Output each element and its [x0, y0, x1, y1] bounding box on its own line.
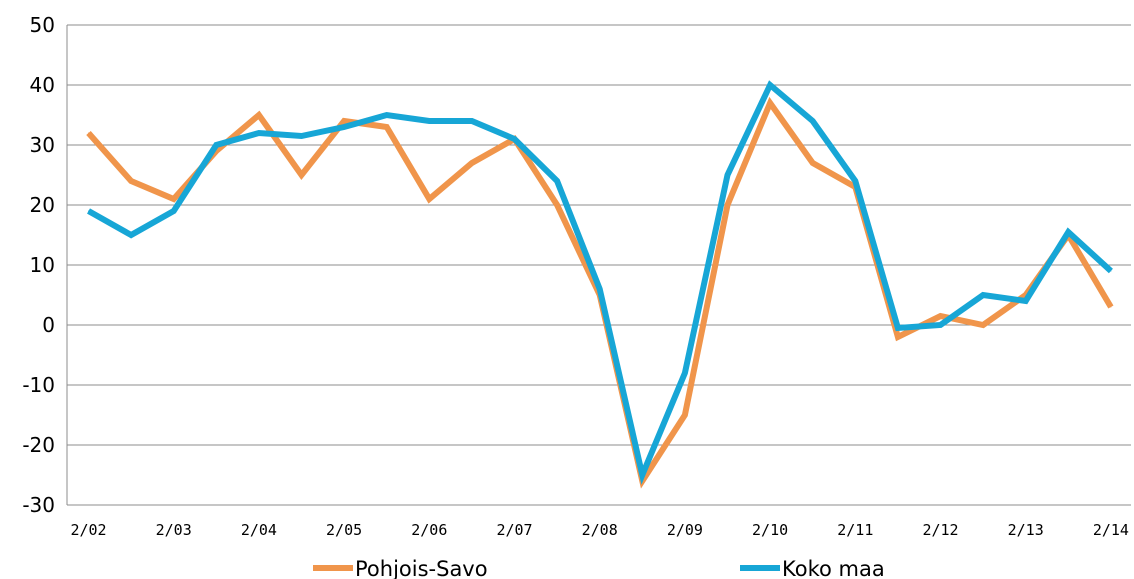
data-point [727, 204, 728, 206]
data-point [641, 474, 643, 476]
x-tick-label: 2/02 [70, 521, 106, 539]
data-point [1025, 300, 1027, 302]
data-point [1067, 231, 1069, 233]
x-tick-label: 2/03 [156, 521, 192, 539]
y-tick-label: 40 [30, 73, 55, 97]
data-point [854, 180, 856, 182]
data-point [940, 315, 941, 317]
data-point [258, 132, 260, 134]
data-point [727, 174, 728, 176]
x-tick-label: 2/05 [326, 521, 362, 539]
data-point [982, 294, 984, 296]
x-tick-label: 2/09 [667, 521, 703, 539]
y-tick-label: 30 [30, 133, 55, 157]
x-tick-label: 2/04 [241, 521, 277, 539]
data-point [471, 162, 473, 164]
data-point [88, 132, 89, 134]
series-lines [86, 80, 1114, 489]
data-point [556, 204, 558, 206]
data-point [599, 288, 601, 290]
legend-label: Koko maa [782, 557, 885, 579]
data-point [130, 180, 132, 182]
y-tick-label: -10 [22, 373, 55, 397]
data-point [684, 372, 686, 374]
data-point [769, 102, 771, 104]
data-point [684, 414, 686, 416]
y-tick-label: 50 [30, 13, 55, 37]
x-tick-label: 2/08 [582, 521, 618, 539]
data-point [173, 210, 175, 212]
data-point [386, 126, 388, 128]
data-point [428, 198, 430, 200]
data-point [88, 210, 89, 212]
axes [66, 25, 1131, 506]
x-tick-label: 2/06 [411, 521, 447, 539]
data-point [982, 324, 984, 326]
data-point [940, 324, 941, 326]
legend-label: Pohjois-Savo [355, 557, 488, 579]
data-point [897, 327, 899, 329]
x-tick-label: 2/07 [496, 521, 532, 539]
y-tick-label: 20 [30, 193, 55, 217]
data-point [812, 120, 814, 122]
data-point [1110, 270, 1112, 272]
data-point [215, 144, 217, 146]
data-point [173, 198, 175, 200]
data-point [812, 162, 814, 164]
data-point [471, 120, 473, 122]
x-tick-label: 2/14 [1093, 521, 1129, 539]
data-point [514, 138, 515, 140]
y-axis-ticks: 50 40 30 20 10 0 -10 -20 -30 [22, 13, 55, 517]
legend: Pohjois-Savo Koko maa [313, 557, 885, 579]
data-point [301, 174, 302, 176]
x-tick-label: 2/13 [1008, 521, 1044, 539]
data-point [897, 336, 899, 338]
data-point [343, 126, 345, 128]
data-point [130, 234, 132, 236]
data-point [1110, 306, 1112, 308]
x-tick-label: 2/12 [922, 521, 958, 539]
x-tick-label: 2/11 [837, 521, 873, 539]
data-point [428, 120, 430, 122]
data-point [386, 114, 388, 116]
data-point [301, 135, 302, 137]
data-point [769, 84, 771, 86]
y-tick-label: -30 [22, 493, 55, 517]
x-axis-ticks: 2/02 2/03 2/04 2/05 2/06 2/07 2/08 2/09 2/10 2/11… [70, 521, 1129, 539]
data-point [258, 114, 260, 116]
data-point [343, 120, 345, 122]
y-tick-label: 10 [30, 253, 55, 277]
y-tick-label: -20 [22, 433, 55, 457]
x-tick-label: 2/10 [752, 521, 788, 539]
series-line-koko-maa [87, 80, 1113, 485]
gridlines [67, 24, 1131, 506]
y-tick-label: 0 [42, 313, 55, 337]
data-point [556, 180, 558, 182]
